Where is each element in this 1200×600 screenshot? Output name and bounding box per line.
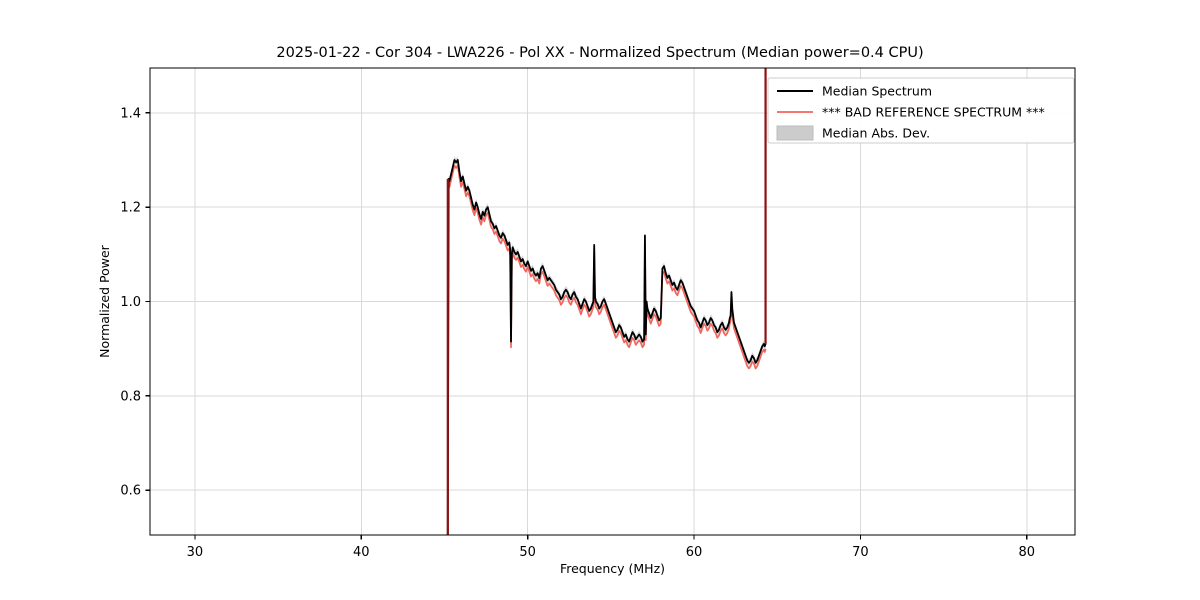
ytick-label: 0.8	[120, 389, 141, 404]
axis-labels: Frequency (MHz) Normalized Power	[97, 244, 665, 576]
mad-band	[447, 156, 766, 535]
xtick-label: 80	[1018, 545, 1035, 560]
median-spectrum-trace	[446, 159, 767, 535]
xtick-label: 60	[686, 545, 703, 560]
legend-entry-label: Median Abs. Dev.	[822, 126, 930, 141]
legend-entry-label: Median Spectrum	[822, 84, 932, 99]
xtick-label: 50	[519, 545, 536, 560]
ytick-label: 0.6	[120, 484, 141, 499]
data-traces	[446, 68, 767, 535]
xtick-label: 70	[852, 545, 869, 560]
legend-entry-label: *** BAD REFERENCE SPECTRUM ***	[822, 105, 1045, 120]
yaxis-label: Normalized Power	[97, 244, 112, 358]
axis-ticks: 30 40 50 60 70 80 0.6 0.8 1.0 1.2 1.4	[120, 106, 1035, 560]
legend-swatch-patch	[776, 125, 814, 141]
legend: Median Spectrum *** BAD REFERENCE SPECTRU…	[767, 77, 1075, 144]
reference-spectrum-trace	[446, 164, 767, 535]
xtick-label: 30	[187, 545, 204, 560]
ytick-label: 1.2	[120, 201, 141, 216]
ytick-label: 1.0	[120, 295, 141, 310]
chart-title: 2025-01-22 - Cor 304 - LWA226 - Pol XX -…	[276, 45, 924, 61]
ytick-label: 1.4	[120, 106, 141, 121]
xtick-label: 40	[353, 545, 370, 560]
xaxis-label: Frequency (MHz)	[560, 561, 665, 576]
legend-frame	[767, 77, 1075, 144]
